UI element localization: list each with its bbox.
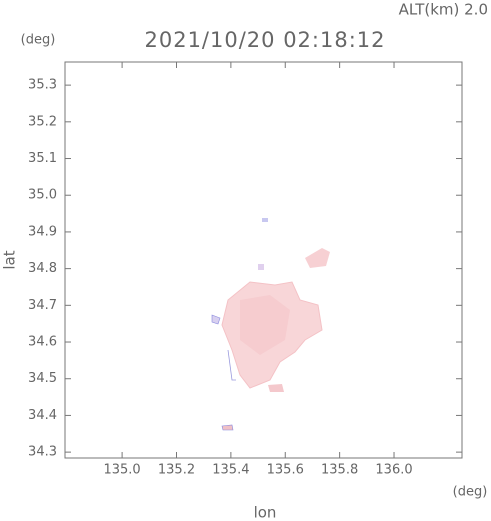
altitude-label: ALT(km) 2.0: [399, 1, 488, 19]
x-tick-label: 135.8: [321, 463, 358, 478]
y-tick-label: 34.4: [28, 408, 57, 423]
y-unit: (deg): [21, 33, 56, 48]
y-tick-label: 35.3: [28, 78, 57, 93]
x-tick-label: 135.4: [212, 463, 249, 478]
y-tick-label: 35.2: [28, 114, 57, 129]
x-tick-label: 135.6: [267, 463, 304, 478]
x-tick-label: 135.2: [158, 463, 195, 478]
y-tick-label: 35.1: [28, 151, 57, 166]
x-tick-label: 135.0: [103, 463, 140, 478]
plot-frame: [64, 61, 463, 459]
y-axis-label: lat: [1, 250, 19, 269]
y-tick-label: 34.7: [28, 298, 57, 313]
y-tick-label: 34.8: [28, 261, 57, 276]
y-tick-label: 34.9: [28, 224, 57, 239]
x-unit: (deg): [453, 485, 488, 500]
y-tick-label: 35.0: [28, 188, 57, 203]
y-tick-label: 34.5: [28, 371, 57, 386]
x-tick-label: 136.0: [375, 463, 412, 478]
y-tick-label: 34.6: [28, 335, 57, 350]
x-axis-label: lon: [254, 504, 277, 521]
radar-echo: [211, 218, 330, 431]
y-tick-label: 34.3: [28, 445, 57, 460]
map-title: 2021/10/20 02:18:12: [144, 28, 385, 52]
